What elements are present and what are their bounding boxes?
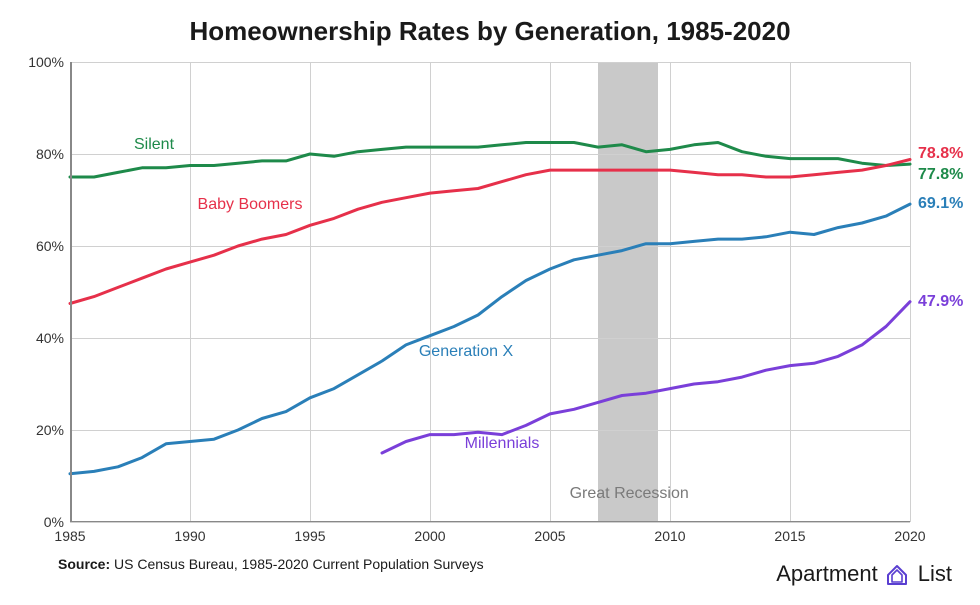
end-value-label-silent: 77.8% bbox=[918, 166, 963, 184]
series-line-silent bbox=[70, 143, 910, 178]
brand-text-apartment: Apartment bbox=[776, 561, 878, 587]
chart-title: Homeownership Rates by Generation, 1985-… bbox=[0, 16, 980, 47]
source-prefix: Source: bbox=[58, 556, 110, 572]
grid-line-horizontal bbox=[70, 522, 910, 523]
series-label-millennials: Millennials bbox=[465, 435, 540, 453]
series-label-generation-x: Generation X bbox=[419, 343, 513, 361]
end-value-label-generation-x: 69.1% bbox=[918, 195, 963, 213]
recession-label: Great Recession bbox=[570, 485, 689, 503]
series-label-baby-boomers: Baby Boomers bbox=[198, 196, 303, 214]
source-text: US Census Bureau, 1985-2020 Current Popu… bbox=[114, 556, 484, 572]
house-icon bbox=[884, 561, 910, 587]
x-tick-label: 2015 bbox=[774, 528, 805, 544]
end-value-label-millennials: 47.9% bbox=[918, 293, 963, 311]
x-tick-label: 1990 bbox=[174, 528, 205, 544]
y-tick-label: 100% bbox=[28, 54, 64, 70]
brand-text-list: List bbox=[918, 561, 952, 587]
end-value-label-baby-boomers: 78.8% bbox=[918, 145, 963, 163]
y-tick-label: 20% bbox=[36, 422, 64, 438]
y-tick-label: 80% bbox=[36, 146, 64, 162]
x-tick-label: 2010 bbox=[654, 528, 685, 544]
chart-plot-area: 0%20%40%60%80%100% 198519901995200020052… bbox=[70, 62, 910, 522]
x-tick-label: 2000 bbox=[414, 528, 445, 544]
brand-logo: Apartment List bbox=[776, 561, 952, 587]
x-axis-line bbox=[70, 521, 910, 523]
source-attribution: Source: US Census Bureau, 1985-2020 Curr… bbox=[58, 556, 484, 572]
x-tick-label: 2020 bbox=[894, 528, 925, 544]
grid-line-vertical bbox=[910, 62, 911, 522]
series-label-silent: Silent bbox=[134, 136, 174, 154]
y-tick-label: 60% bbox=[36, 238, 64, 254]
series-line-baby-boomers bbox=[70, 160, 910, 304]
x-tick-label: 1985 bbox=[54, 528, 85, 544]
x-tick-label: 2005 bbox=[534, 528, 565, 544]
y-axis-line bbox=[70, 62, 72, 522]
x-tick-label: 1995 bbox=[294, 528, 325, 544]
y-tick-label: 40% bbox=[36, 330, 64, 346]
chart-lines-svg bbox=[70, 62, 910, 522]
